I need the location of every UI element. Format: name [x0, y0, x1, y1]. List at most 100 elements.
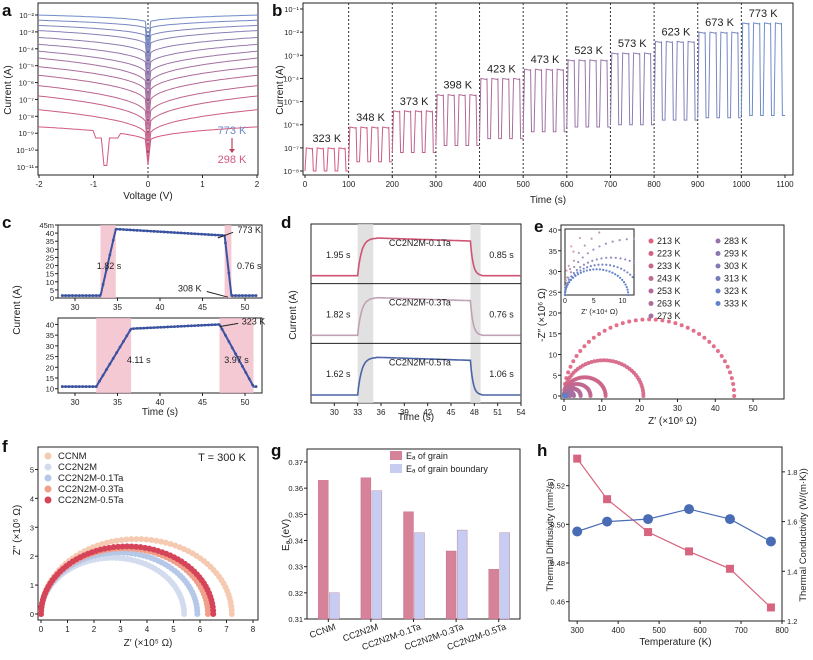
panel-e-inset-point	[583, 244, 586, 247]
panel-e-inset-point	[618, 239, 621, 242]
panel-d-x-tick-label: 33	[353, 408, 362, 417]
panel-c-bottom-y-tick-label: 10	[46, 385, 54, 394]
panel-e-inset-frame	[564, 228, 635, 296]
panel-a-y-tick-label: 10⁻³	[19, 28, 34, 37]
panel-c-bottom-point	[162, 325, 166, 329]
panel-e-inset-point	[619, 257, 622, 260]
panel-c-bottom-point	[60, 385, 64, 388]
panel-c-top-point	[122, 228, 125, 231]
panel-e-inset-point	[570, 245, 573, 248]
panel-label-g: g	[271, 441, 281, 460]
panel-e-inset-point	[627, 293, 630, 297]
panel-e-inset-point	[577, 251, 580, 255]
panel-e-legend-marker	[648, 251, 654, 256]
panel-c-bottom-y-tick-label: 25	[46, 353, 54, 362]
panel-c-bottom-point	[156, 326, 159, 329]
panel-g-y-tick-label: 0.36	[288, 484, 303, 493]
panel-a-773k-label: 773 K	[218, 125, 247, 137]
panel-c-top-point	[88, 294, 91, 297]
panel-label-f: f	[2, 437, 8, 456]
panel-e-inset-point	[586, 266, 589, 269]
panel-c-top-point	[115, 227, 119, 231]
panel-c-bottom-point	[98, 379, 102, 383]
panel-b-pulse-trace	[479, 77, 524, 140]
panel-d-rise-label: 1.82 s	[326, 310, 351, 320]
panel-h-x-tick-label: 400	[611, 626, 625, 635]
panel-f-y-tick-label: 5	[30, 465, 34, 474]
panel-h-conductivity-point	[724, 514, 735, 525]
panel-e-y-tick-label: 35	[549, 247, 557, 256]
panel-e-inset-point	[604, 242, 608, 245]
panel-e-inset-point	[578, 236, 582, 240]
panel-a-y-tick-label: 10⁻¹⁰	[16, 146, 34, 155]
panel-c-bottom-x-tick-label: 30	[71, 398, 80, 407]
panel-c-bottom-point	[183, 324, 187, 328]
panel-c-top-point	[247, 294, 251, 297]
panel-g-y-tick-label: 0.31	[288, 615, 303, 624]
panel-e-point	[578, 394, 583, 398]
panel-a-iv-curve	[37, 36, 259, 79]
panel-c-bottom-point	[81, 385, 85, 388]
panel-f-point	[124, 543, 131, 550]
panel-e-inset-point	[589, 264, 592, 268]
panel-c-bottom-point	[122, 340, 125, 343]
panel-e-point	[731, 382, 736, 387]
panel-f-x-tick-label: 4	[145, 625, 150, 634]
panel-e-inset-point	[616, 274, 619, 277]
panel-f-point	[204, 611, 211, 617]
panel-f-legend-marker	[44, 485, 52, 493]
panel-h-conductivity-point	[602, 516, 613, 527]
panel-e-point	[691, 328, 696, 333]
panel-f-legend-marker	[44, 474, 52, 482]
panel-h-conductivity-point	[572, 526, 583, 537]
panel-a-iv-curve	[37, 50, 259, 100]
panel-e-inset-point	[572, 276, 575, 279]
panel-b-x-tick-label: 400	[473, 180, 487, 189]
panel-f-point	[119, 543, 126, 550]
panel-c-top-y-tick-label: 0	[50, 294, 54, 303]
panel-f-point	[153, 537, 160, 544]
panel-c-top-point	[159, 230, 163, 234]
panel-d-shade-window	[470, 224, 481, 403]
panel-e-legend-marker	[715, 301, 721, 306]
panel-e-legend-marker	[648, 238, 654, 244]
panel-c-bottom-point	[64, 385, 68, 388]
panel-b-x-tick-label: 1000	[732, 180, 750, 189]
panel-f-point	[162, 539, 169, 546]
panel-c-top-point	[118, 227, 122, 231]
panel-c-bottom-point	[74, 385, 78, 388]
panel-e-point	[673, 321, 678, 326]
panel-b-y-tick-label: 10⁻⁷	[284, 144, 299, 153]
panel-c-bottom-x-tick-label: 35	[113, 398, 122, 407]
panel-e-inset-point	[586, 261, 590, 264]
panel-e-inset-point	[582, 263, 586, 266]
panel-a-xlabel: Voltage (V)	[123, 191, 172, 202]
panel-c-top-point	[74, 294, 78, 297]
panel-f-point	[128, 536, 135, 543]
panel-d-series-label: CC2N2M-0.3Ta	[389, 298, 451, 308]
panel-c-bottom-point	[234, 352, 238, 356]
panel-label-h: h	[537, 441, 547, 460]
panel-a-iv-curve	[37, 85, 259, 141]
panel-g-y-tick-label: 0.34	[288, 537, 303, 546]
panel-h-diffusivity-point	[644, 528, 653, 537]
panel-c-773k-label: 773 K	[237, 225, 261, 235]
panel-e-legend-marker	[715, 276, 721, 281]
panel-e-point	[586, 339, 591, 344]
panel-f-annotation: T = 300 K	[198, 452, 246, 464]
panel-e-point	[574, 353, 579, 358]
panel-f-legend-marker	[44, 452, 52, 460]
panel-b-y-tick-label: 10⁻³	[284, 51, 299, 60]
panel-c-top-x-tick-label: 45	[198, 303, 207, 312]
panel-f-point	[228, 611, 235, 617]
panel-b-temp-label: 348 K	[356, 112, 385, 124]
panel-e-inset-point	[611, 271, 614, 274]
panel-h-xlabel: Temperature (K)	[639, 637, 711, 648]
panel-e-point	[604, 358, 609, 363]
panel-f-point	[103, 539, 110, 546]
panel-a-x-tick-label: -2	[35, 180, 43, 189]
panel-e-inset-point	[581, 256, 584, 259]
panel-c-bottom-point	[152, 326, 156, 330]
panel-c-fall2-label: 3.97 s	[224, 355, 249, 365]
panel-c-top-x-tick-label: 50	[241, 303, 250, 312]
